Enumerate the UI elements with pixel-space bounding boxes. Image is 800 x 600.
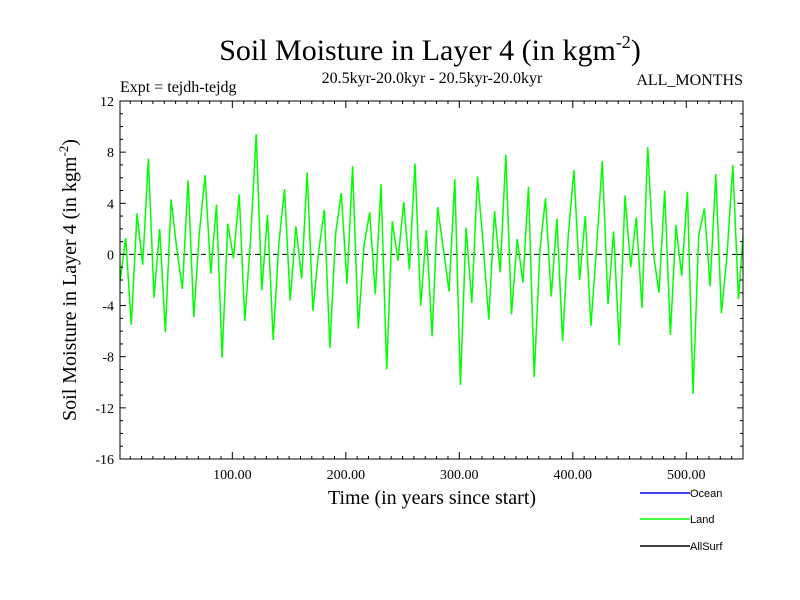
y-axis-label: Soil Moisture in Layer 4 (in kgm-2)	[56, 139, 81, 421]
legend-label-land: Land	[690, 514, 714, 526]
x-tick-label: 200.00	[327, 468, 366, 483]
legend: Ocean Land AllSurf	[640, 488, 723, 553]
series-layer	[120, 134, 743, 394]
y-tick-label: -8	[102, 351, 114, 366]
legend-label-allsurf: AllSurf	[690, 541, 723, 553]
x-tick-label: 400.00	[554, 468, 593, 483]
y-tick-label: 4	[107, 197, 114, 212]
x-tick-label: 300.00	[440, 468, 479, 483]
experiment-label: Expt = tejdh-tejdg	[120, 79, 237, 96]
y-tick-label: -4	[102, 300, 114, 315]
x-axis: 100.00 200.00 300.00 400.00 500.00	[129, 101, 733, 483]
y-tick-label: -16	[95, 453, 114, 468]
series-line-land	[120, 134, 743, 394]
y-tick-label: 8	[107, 146, 114, 161]
chart-title: Soil Moisture in Layer 4 (in kgm-2)	[219, 32, 641, 67]
y-tick-label: 0	[107, 248, 114, 263]
x-tick-label: 100.00	[213, 468, 252, 483]
legend-label-ocean: Ocean	[690, 488, 722, 500]
plot-frame	[119, 100, 744, 460]
y-tick-label: -12	[95, 402, 114, 417]
x-axis-label: Time (in years since start)	[328, 487, 536, 509]
y-axis: 12 8 4 0 -4 -8 -12 -16	[95, 95, 743, 468]
y-tick-label: 12	[100, 95, 114, 110]
x-tick-label: 500.00	[667, 468, 706, 483]
period-label: 20.5kyr-20.0kyr - 20.5kyr-20.0kyr	[322, 70, 543, 87]
months-label: ALL_MONTHS	[636, 72, 743, 89]
